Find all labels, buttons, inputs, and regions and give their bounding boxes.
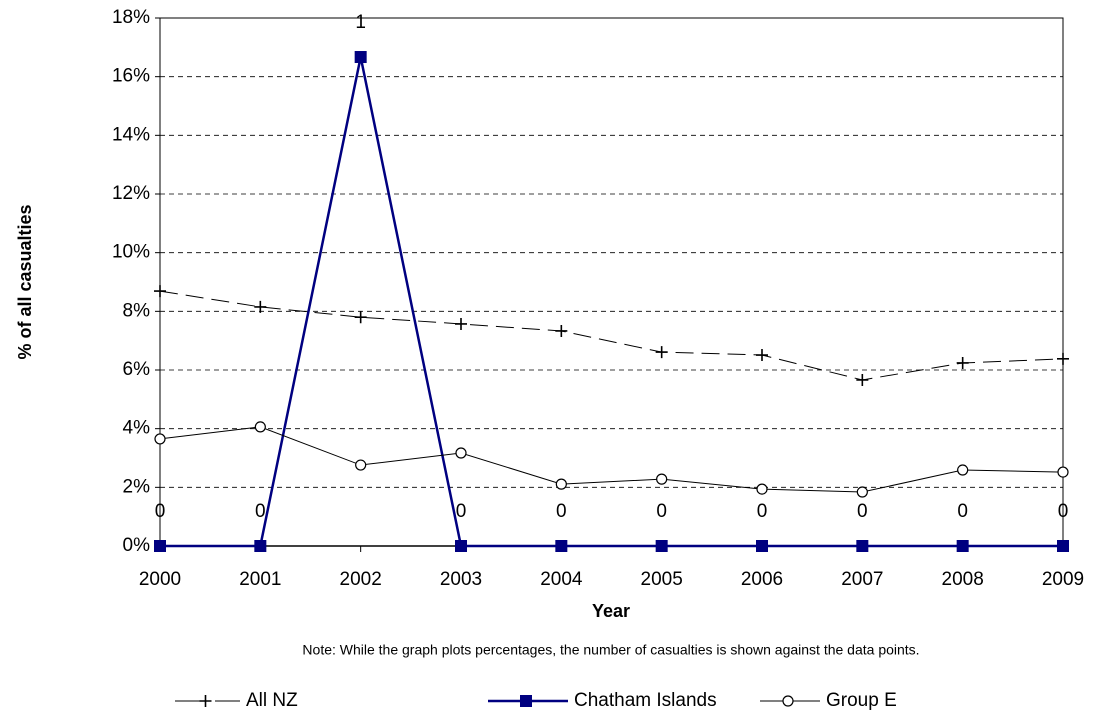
x-tick-label: 2002 [340,569,382,590]
series-line [159,290,1064,381]
count-label: 0 [656,501,667,522]
count-label: 0 [1058,501,1069,522]
y-tick-label: 2% [123,476,151,497]
data-point [455,447,467,459]
data-point [655,540,668,552]
data-point [756,349,768,362]
data-point [355,459,367,471]
x-tick-label: 2005 [641,569,683,590]
y-tick-label: 10% [112,242,150,263]
count-label: 0 [155,501,166,522]
data-point [254,421,266,433]
data-point [154,433,166,445]
y-tick-label: 18% [112,7,150,28]
x-tick-label: 2001 [239,569,281,590]
count-label: 0 [556,501,567,522]
legend-marker [520,695,532,707]
legend-marker [199,695,212,707]
data-point [154,540,166,552]
count-label: 0 [757,501,768,522]
data-point [254,300,267,313]
y-tick-label: 16% [112,66,150,87]
data-point [956,356,969,369]
data-point [1057,352,1069,365]
plot-area [159,17,1064,547]
y-tick-label: 8% [123,300,151,321]
legend-label: Chatham Islands [574,690,717,711]
legend-label: Group E [826,690,897,711]
x-tick-label: 2008 [942,569,984,590]
series-line [159,426,1064,493]
x-tick-label: 2004 [540,569,583,590]
y-tick-label: 12% [112,183,150,204]
x-tick-label: 2009 [1042,569,1084,590]
y-axis-label: % of all casualties [15,204,35,359]
data-point [455,540,467,552]
data-point [655,346,668,359]
count-label: 0 [857,501,868,522]
data-point [756,483,768,495]
data-point [856,540,869,552]
series-line [160,56,1063,548]
data-point [957,464,969,476]
count-label: 0 [255,501,266,522]
count-label: 0 [957,501,968,522]
y-tick-label: 4% [123,418,151,439]
data-point [455,317,467,330]
data-point [354,51,367,64]
data-point [956,540,969,552]
y-tick-label: 0% [123,535,151,556]
data-point [555,324,568,337]
data-point [354,311,367,324]
data-point [154,285,166,298]
count-label: 1 [355,12,366,33]
data-point [856,486,868,498]
legend-label: All NZ [246,690,298,711]
data-point [1057,540,1069,552]
data-point [856,373,869,386]
y-tick-label: 6% [123,359,151,380]
x-tick-label: 2000 [139,569,181,590]
data-point [254,540,267,552]
data-point [555,478,567,490]
data-point [756,540,768,552]
x-tick-label: 2003 [440,569,482,590]
y-tick-label: 14% [112,124,150,145]
count-label: 0 [456,501,467,522]
data-point [656,473,668,485]
note: Note: While the graph plots percentages,… [302,642,919,658]
data-point [1057,466,1069,478]
legend-marker [782,695,794,707]
x-tick-label: 2007 [841,569,883,590]
x-axis-label: Year [592,601,630,621]
x-tick-label: 2006 [741,569,783,590]
data-point [555,540,568,552]
